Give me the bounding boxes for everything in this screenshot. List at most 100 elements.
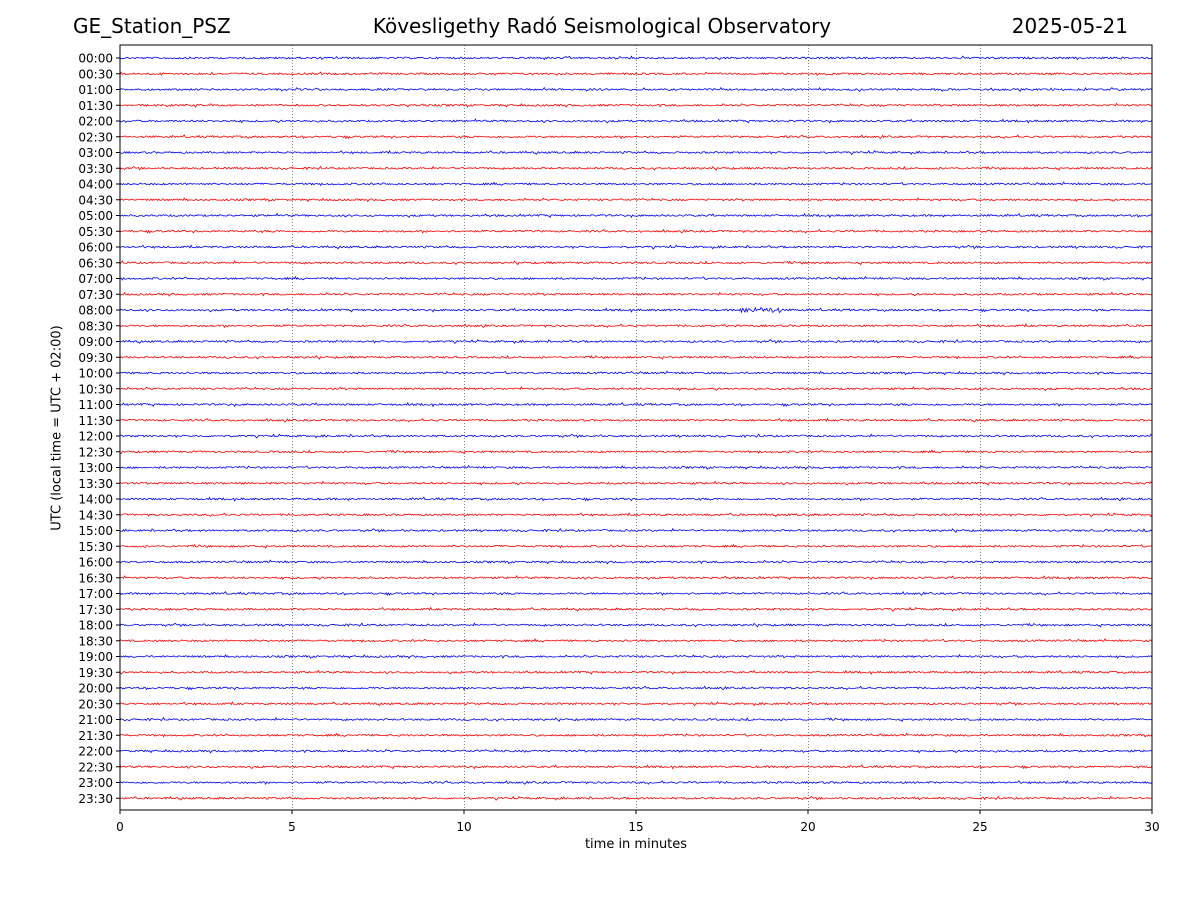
x-tick-label: 30 bbox=[1144, 820, 1159, 834]
trace-2100 bbox=[119, 716, 1153, 723]
y-tick-label: 10:00 bbox=[78, 367, 113, 381]
y-tick-label: 16:00 bbox=[78, 556, 113, 570]
x-tick-label: 20 bbox=[800, 820, 815, 834]
y-tick-label: 15:00 bbox=[78, 524, 113, 538]
trace-0130 bbox=[119, 102, 1153, 108]
trace-0200 bbox=[119, 118, 1153, 124]
y-tick-label: 15:30 bbox=[78, 540, 113, 554]
trace-0330 bbox=[119, 165, 1153, 171]
y-tick-label: 08:00 bbox=[78, 304, 113, 318]
y-tick-label: 05:00 bbox=[78, 209, 113, 223]
trace-0400 bbox=[119, 181, 1153, 187]
trace-1200 bbox=[119, 433, 1153, 439]
trace-0000 bbox=[119, 55, 1153, 61]
trace-0700 bbox=[119, 275, 1153, 281]
y-tick-label: 06:00 bbox=[78, 241, 113, 255]
trace-0030 bbox=[119, 71, 1153, 76]
trace-1730 bbox=[119, 606, 1153, 612]
y-tick-label: 11:00 bbox=[78, 398, 113, 412]
y-tick-label: 16:30 bbox=[78, 571, 113, 585]
x-tick-label: 10 bbox=[456, 820, 471, 834]
trace-1900 bbox=[119, 653, 1153, 659]
y-tick-label: 22:30 bbox=[78, 760, 113, 774]
trace-0500 bbox=[119, 212, 1153, 219]
x-tick-label: 15 bbox=[628, 820, 643, 834]
y-tick-label: 12:30 bbox=[78, 445, 113, 459]
y-tick-label: 01:00 bbox=[78, 83, 113, 97]
trace-0930 bbox=[119, 354, 1153, 360]
trace-1230 bbox=[119, 449, 1153, 455]
y-tick-label: 13:00 bbox=[78, 461, 113, 475]
y-tick-label: 05:30 bbox=[78, 225, 113, 239]
trace-1930 bbox=[119, 669, 1153, 675]
y-tick-label: 18:00 bbox=[78, 619, 113, 633]
y-tick-label: 13:30 bbox=[78, 477, 113, 491]
plot-frame bbox=[119, 44, 1153, 811]
trace-0730 bbox=[119, 291, 1153, 297]
trace-2130 bbox=[119, 732, 1153, 738]
trace-1030 bbox=[119, 386, 1153, 392]
y-tick-label: 01:30 bbox=[78, 99, 113, 113]
y-tick-label: 21:00 bbox=[78, 713, 113, 727]
trace-1800 bbox=[119, 622, 1153, 628]
y-tick-label: 07:30 bbox=[78, 288, 113, 302]
y-tick-label: 19:00 bbox=[78, 650, 113, 664]
trace-1100 bbox=[119, 401, 1153, 408]
trace-2230 bbox=[119, 764, 1153, 770]
y-tick-label: 08:30 bbox=[78, 319, 113, 333]
y-tick-label: 03:30 bbox=[78, 162, 113, 176]
x-tick-label: 0 bbox=[116, 820, 124, 834]
y-tick-label: 04:30 bbox=[78, 193, 113, 207]
y-axis-label: UTC (local time = UTC + 02:00) bbox=[49, 325, 65, 531]
trace-2330 bbox=[119, 795, 1153, 801]
trace-0630 bbox=[119, 260, 1153, 266]
y-tick-label: 19:30 bbox=[78, 666, 113, 680]
y-tick-label: 03:00 bbox=[78, 146, 113, 160]
y-tick-label: 22:00 bbox=[78, 745, 113, 759]
date-label: 2025-05-21 bbox=[1011, 14, 1128, 38]
y-tick-label: 14:00 bbox=[78, 493, 113, 507]
trace-1000 bbox=[119, 370, 1153, 376]
trace-0600 bbox=[119, 244, 1153, 250]
y-tick-label: 23:30 bbox=[78, 792, 113, 806]
y-tick-label: 00:30 bbox=[78, 67, 113, 81]
y-tick-label: 07:00 bbox=[78, 272, 113, 286]
y-tick-label: 09:00 bbox=[78, 335, 113, 349]
trace-0530 bbox=[119, 228, 1153, 234]
y-tick-label: 18:30 bbox=[78, 634, 113, 648]
x-tick-label: 25 bbox=[972, 820, 987, 834]
trace-1700 bbox=[119, 591, 1153, 596]
trace-0830 bbox=[119, 323, 1153, 329]
y-tick-label: 02:00 bbox=[78, 115, 113, 129]
y-tick-label: 00:00 bbox=[78, 52, 113, 66]
y-tick-label: 20:00 bbox=[78, 682, 113, 696]
trace-1430 bbox=[119, 512, 1153, 518]
trace-0430 bbox=[119, 197, 1153, 203]
y-tick-label: 21:30 bbox=[78, 729, 113, 743]
trace-1630 bbox=[119, 575, 1153, 581]
trace-0900 bbox=[119, 338, 1153, 345]
y-tick-label: 17:00 bbox=[78, 587, 113, 601]
trace-1130 bbox=[119, 417, 1153, 423]
trace-0100 bbox=[119, 86, 1153, 93]
y-tick-label: 23:00 bbox=[78, 776, 113, 790]
trace-0800 bbox=[119, 306, 1153, 314]
chart-title: Kövesligethy Radó Seismological Observat… bbox=[372, 14, 832, 38]
y-tick-label: 12:00 bbox=[78, 430, 113, 444]
trace-1300 bbox=[119, 464, 1153, 470]
y-tick-label: 09:30 bbox=[78, 351, 113, 365]
trace-2200 bbox=[119, 748, 1153, 754]
station-label: GE_Station_PSZ bbox=[73, 14, 231, 38]
x-tick-label: 5 bbox=[288, 820, 296, 834]
y-tick-label: 02:30 bbox=[78, 130, 113, 144]
x-axis-label: time in minutes bbox=[584, 837, 688, 852]
trace-1530 bbox=[119, 543, 1153, 549]
trace-0300 bbox=[119, 149, 1153, 156]
trace-1600 bbox=[119, 559, 1153, 565]
y-tick-label: 06:30 bbox=[78, 256, 113, 270]
y-tick-label: 04:00 bbox=[78, 178, 113, 192]
trace-1500 bbox=[119, 527, 1153, 533]
trace-2000 bbox=[119, 685, 1153, 691]
trace-2300 bbox=[119, 779, 1153, 785]
